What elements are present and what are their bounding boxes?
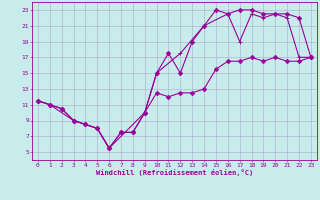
X-axis label: Windchill (Refroidissement éolien,°C): Windchill (Refroidissement éolien,°C): [96, 169, 253, 176]
